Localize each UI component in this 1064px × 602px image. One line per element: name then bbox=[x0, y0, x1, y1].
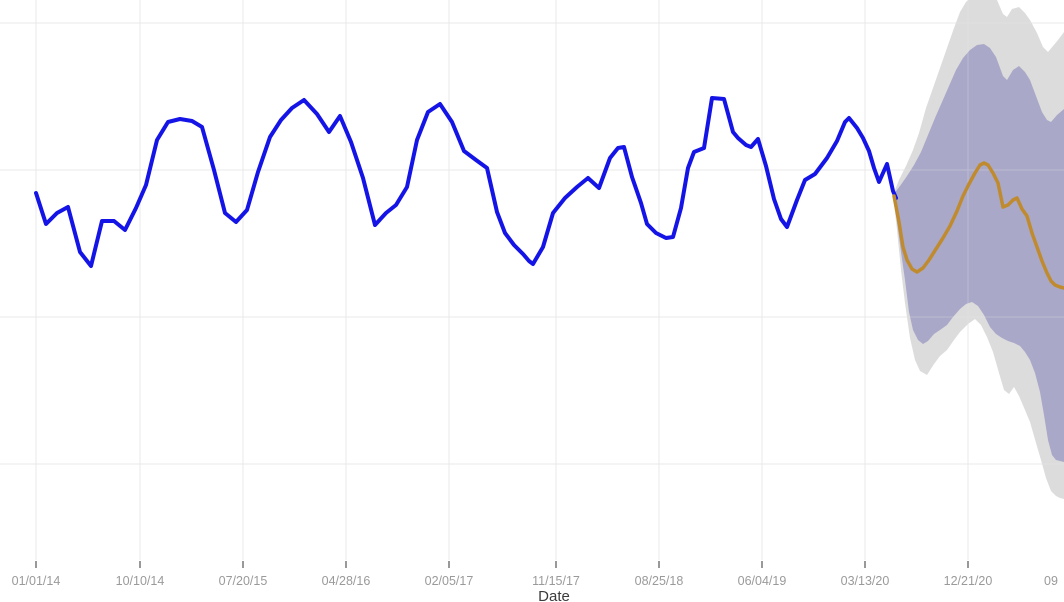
inner-confidence-band bbox=[893, 44, 1064, 462]
forecast-line bbox=[892, 161, 1064, 290]
forecast-path bbox=[892, 161, 1064, 290]
x-tick-label: 08/25/18 bbox=[635, 574, 684, 588]
actual-history-path bbox=[34, 96, 898, 268]
x-tick-label: 09 bbox=[1044, 574, 1058, 588]
gridlines bbox=[0, 0, 1064, 560]
x-tick-label: 01/01/14 bbox=[12, 574, 61, 588]
x-tick-label: 11/15/17 bbox=[532, 574, 580, 588]
x-axis-tick-marks bbox=[35, 561, 969, 568]
x-axis-title: Date bbox=[538, 588, 570, 602]
inner-confidence-band-area bbox=[893, 44, 1064, 462]
historical-line bbox=[34, 96, 898, 268]
x-tick-label: 10/10/14 bbox=[116, 574, 165, 588]
x-tick-label: 06/04/19 bbox=[738, 574, 787, 588]
x-tick-label: 02/05/17 bbox=[425, 574, 474, 588]
x-tick-label: 12/21/20 bbox=[944, 574, 993, 588]
x-axis-tick-labels: 01/01/14 10/10/14 07/20/15 04/28/16 02/05/17… bbox=[12, 574, 1058, 588]
x-tick-label: 03/13/20 bbox=[841, 574, 890, 588]
x-tick-label: 04/28/16 bbox=[322, 574, 371, 588]
x-tick-label: 07/20/15 bbox=[219, 574, 268, 588]
gridlines-overlay bbox=[0, 0, 1064, 560]
